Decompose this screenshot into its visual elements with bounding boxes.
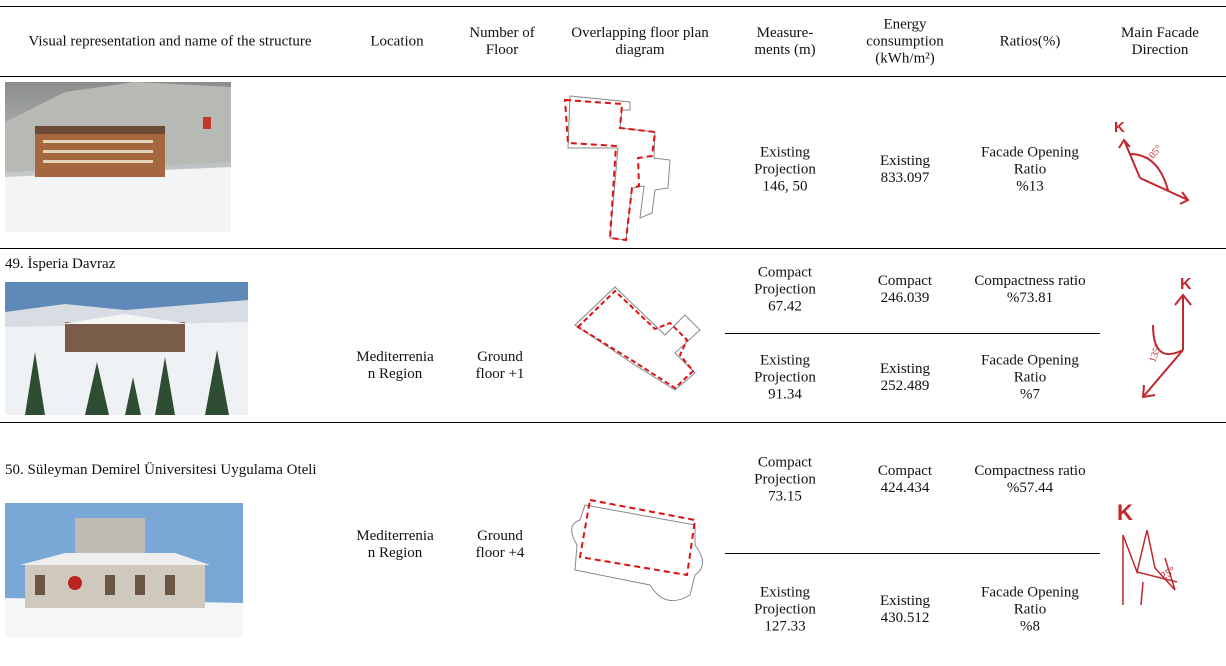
compass-angle: 105° xyxy=(1144,143,1165,165)
cell: Compact 246.039 xyxy=(855,273,955,307)
cell-value: 246.039 xyxy=(880,290,930,306)
header: Ratios(%) xyxy=(999,33,1061,50)
cell-value: 127.33 xyxy=(764,618,806,635)
photo xyxy=(5,82,231,232)
cell: Existing 252.489 xyxy=(855,361,955,395)
cell-value: 430.512 xyxy=(880,610,930,626)
header: Location xyxy=(370,33,424,50)
cell: Existing Projection 91.34 xyxy=(735,353,835,404)
cell-label: Compact xyxy=(877,273,933,289)
cell-label: Compact Projection xyxy=(754,454,816,488)
cell-label: Existing xyxy=(879,593,930,609)
rule xyxy=(0,248,1226,249)
cell: Existing Projection 127.33 xyxy=(735,585,835,636)
cell: Existing 833.097 xyxy=(855,153,955,187)
cell: Facade Opening Ratio %8 xyxy=(970,585,1090,636)
rule xyxy=(725,553,1100,554)
floors: Ground floor +1 xyxy=(475,349,525,382)
rule xyxy=(0,422,1226,423)
cell: Facade Opening Ratio %7 xyxy=(970,353,1090,404)
cell-label: Compact xyxy=(877,463,933,479)
cell-label: Facade Opening Ratio xyxy=(981,584,1079,618)
cell: Compact 424.434 xyxy=(855,463,955,497)
compass: K 105° xyxy=(1114,119,1190,205)
cell-value: 252.489 xyxy=(880,378,930,394)
location: Mediterrenia n Region xyxy=(356,349,434,382)
cell-label: Existing Projection xyxy=(754,352,816,386)
compass: K 135° xyxy=(1141,276,1192,399)
header: Overlapping floor plan diagram xyxy=(571,25,709,58)
cell-value: 146, 50 xyxy=(762,178,808,195)
cell: Existing 430.512 xyxy=(855,593,955,627)
cell-label: Compactness ratio xyxy=(974,463,1086,479)
cell: Existing Projection 146, 50 xyxy=(735,145,835,196)
compass-north: K xyxy=(1114,119,1125,136)
cell-label: Existing xyxy=(879,361,930,377)
cell-label: Existing Projection xyxy=(754,144,816,178)
header: Measure-ments (m) xyxy=(754,25,816,58)
compass: K 25° xyxy=(1117,500,1178,606)
floor-plan xyxy=(571,498,703,602)
cell-label: Compact Projection xyxy=(754,264,816,298)
header: Number of Floor xyxy=(469,25,535,58)
cell-value: %7 xyxy=(1020,386,1040,403)
floor-plan xyxy=(563,95,671,242)
location: Mediterrenia n Region xyxy=(356,528,434,561)
cell-value: 67.42 xyxy=(768,298,802,315)
header: Main Facade Direction xyxy=(1121,25,1199,58)
cell-label: Existing Projection xyxy=(754,584,816,618)
rule xyxy=(0,6,1226,7)
structure-name: 50. Süleyman Demirel Üniversitesi Uygula… xyxy=(5,462,317,478)
compass-north: K xyxy=(1180,276,1192,293)
cell: Compactness ratio %73.81 xyxy=(970,273,1090,307)
cell-value: %73.81 xyxy=(1006,290,1054,306)
floors: Ground floor +4 xyxy=(475,528,525,561)
photo xyxy=(5,282,248,415)
cell-label: Facade Opening Ratio xyxy=(981,352,1079,386)
compass-north: K xyxy=(1117,500,1133,525)
cell: Compactness ratio %57.44 xyxy=(970,463,1090,497)
cell-value: %8 xyxy=(1020,618,1040,635)
cell-value: 833.097 xyxy=(880,170,930,186)
cell: Compact Projection 73.15 xyxy=(735,455,835,506)
cell: Facade Opening Ratio %13 xyxy=(970,145,1090,196)
floor-plan xyxy=(574,286,701,391)
cell-label: Compactness ratio xyxy=(974,273,1086,289)
compass-angle: 25° xyxy=(1159,565,1178,583)
rule xyxy=(725,333,1100,334)
cell-label: Facade Opening Ratio xyxy=(981,144,1079,178)
structure-name: 49. İsperia Davraz xyxy=(5,256,116,272)
cell-value: 91.34 xyxy=(768,386,802,403)
cell-value: %13 xyxy=(1016,178,1044,195)
cell-label: Existing xyxy=(879,153,930,169)
cell: Compact Projection 67.42 xyxy=(735,265,835,316)
header: Energy consumption (kWh/m²) xyxy=(866,16,944,67)
rule xyxy=(0,76,1226,77)
cell-value: 424.434 xyxy=(880,480,930,496)
cell-value: %57.44 xyxy=(1006,480,1054,496)
photo xyxy=(5,503,243,637)
header: Visual representation and name of the st… xyxy=(28,33,312,50)
cell-value: 73.15 xyxy=(768,488,802,505)
